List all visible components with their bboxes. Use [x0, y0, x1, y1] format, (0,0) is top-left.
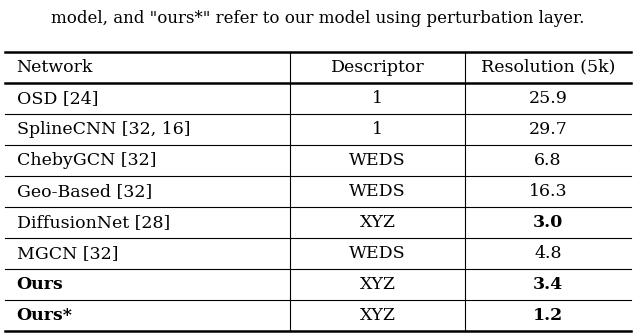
Text: 1.2: 1.2	[533, 307, 563, 324]
Text: Ours*: Ours*	[17, 307, 73, 324]
Text: DiffusionNet [28]: DiffusionNet [28]	[17, 214, 170, 231]
Text: Ours: Ours	[17, 276, 64, 293]
Text: 29.7: 29.7	[529, 121, 567, 138]
Text: Network: Network	[17, 59, 93, 76]
Text: 25.9: 25.9	[529, 90, 567, 107]
Text: MGCN [32]: MGCN [32]	[17, 245, 118, 262]
Text: WEDS: WEDS	[349, 245, 406, 262]
Text: SplineCNN [32, 16]: SplineCNN [32, 16]	[17, 121, 190, 138]
Text: 3.4: 3.4	[533, 276, 563, 293]
Text: WEDS: WEDS	[349, 183, 406, 200]
Text: 3.0: 3.0	[533, 214, 563, 231]
Text: 1: 1	[372, 121, 383, 138]
Text: OSD [24]: OSD [24]	[17, 90, 98, 107]
Text: WEDS: WEDS	[349, 152, 406, 169]
Text: 4.8: 4.8	[534, 245, 562, 262]
Text: 6.8: 6.8	[534, 152, 562, 169]
Text: model, and "ours*" refer to our model using perturbation layer.: model, and "ours*" refer to our model us…	[52, 10, 584, 27]
Text: XYZ: XYZ	[359, 276, 396, 293]
Text: XYZ: XYZ	[359, 214, 396, 231]
Text: Geo-Based [32]: Geo-Based [32]	[17, 183, 152, 200]
Text: Descriptor: Descriptor	[331, 59, 424, 76]
Text: Resolution (5k): Resolution (5k)	[481, 59, 615, 76]
Text: ChebyGCN [32]: ChebyGCN [32]	[17, 152, 156, 169]
Text: 1: 1	[372, 90, 383, 107]
Text: 16.3: 16.3	[529, 183, 567, 200]
Text: XYZ: XYZ	[359, 307, 396, 324]
